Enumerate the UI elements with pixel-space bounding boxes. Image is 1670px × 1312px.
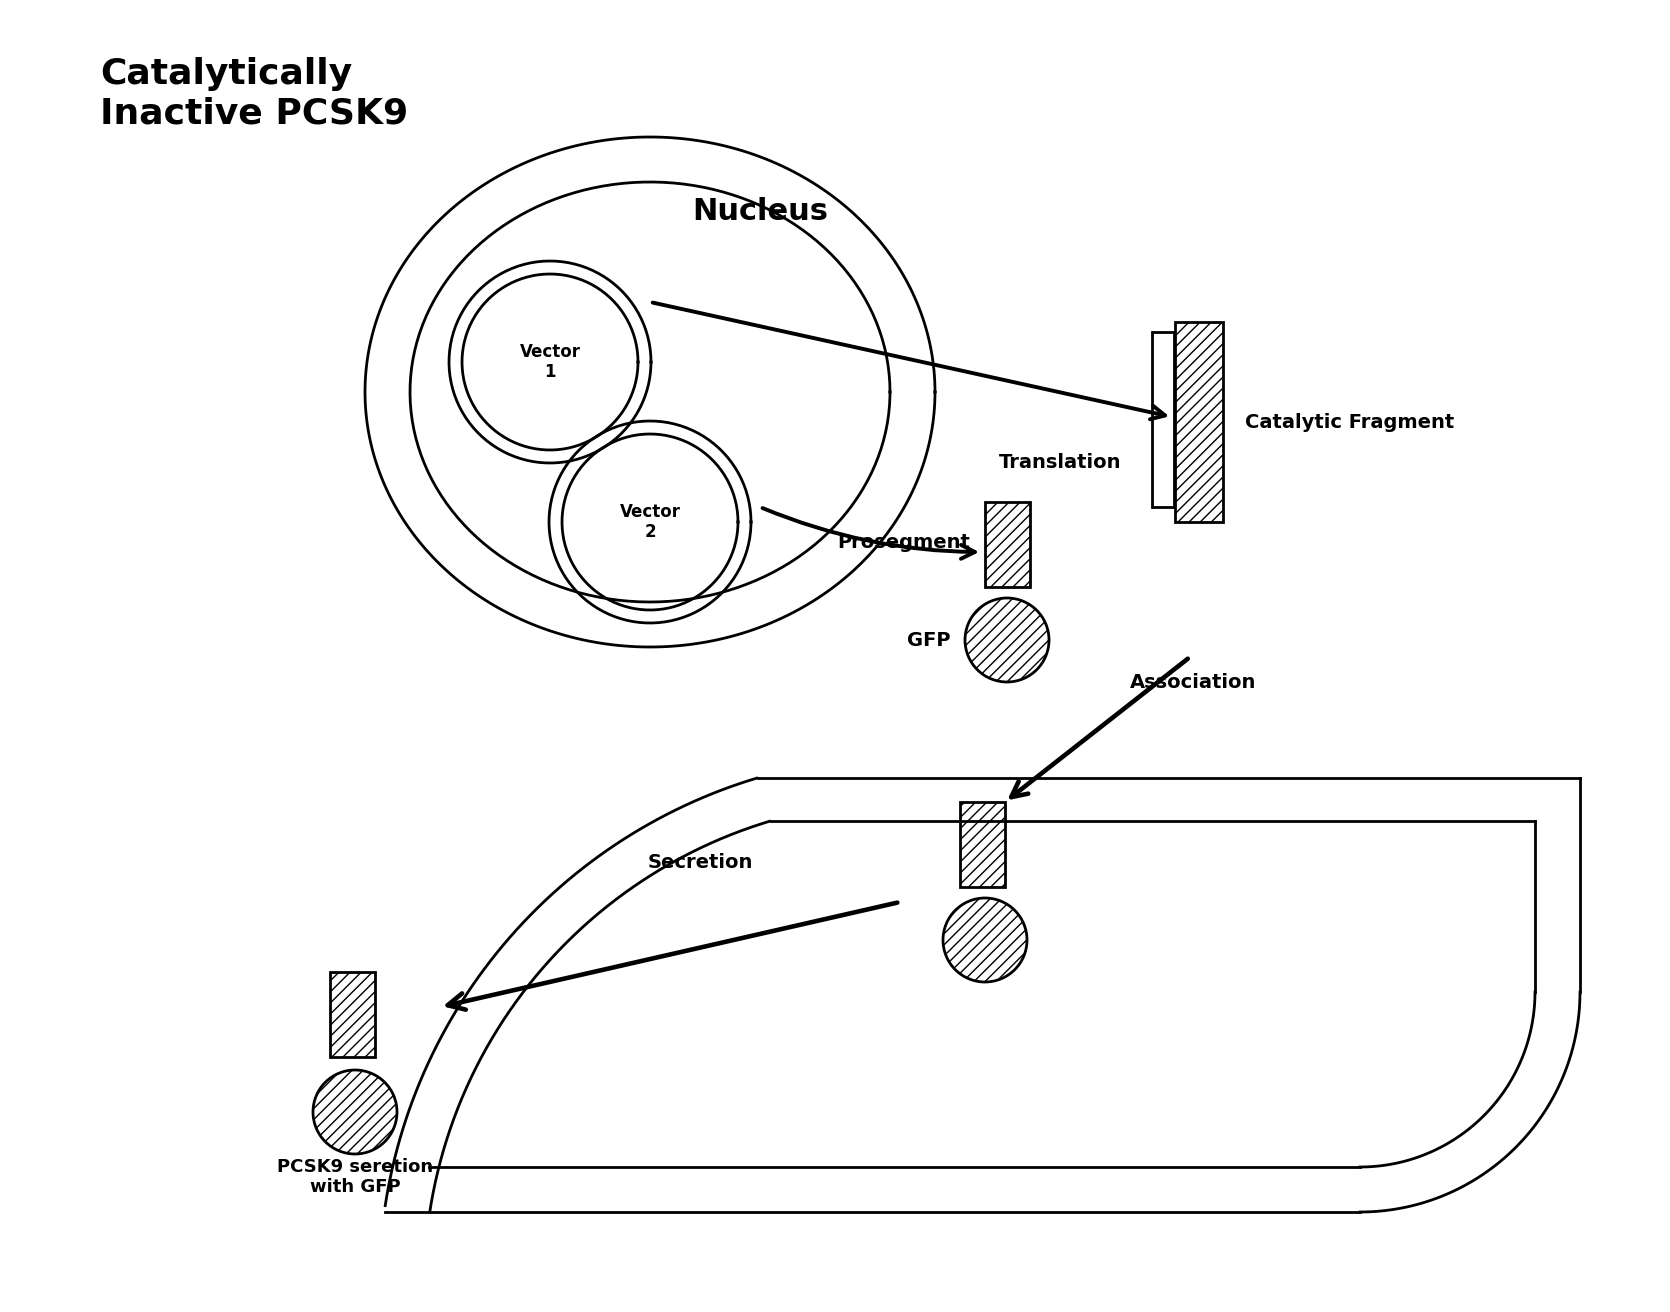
Bar xyxy=(331,972,376,1057)
Text: Vector
1: Vector 1 xyxy=(519,342,581,382)
Text: Catalytically
Inactive PCSK9: Catalytically Inactive PCSK9 xyxy=(100,56,407,130)
Circle shape xyxy=(944,897,1027,981)
Bar xyxy=(960,802,1005,887)
Text: Vector
2: Vector 2 xyxy=(620,502,680,542)
Text: PCSK9 seretion
with GFP: PCSK9 seretion with GFP xyxy=(277,1157,433,1197)
Circle shape xyxy=(312,1071,397,1155)
Text: Translation: Translation xyxy=(999,453,1121,471)
Circle shape xyxy=(965,598,1049,682)
Text: Catalytic Fragment: Catalytic Fragment xyxy=(1246,412,1455,432)
Bar xyxy=(1176,321,1222,522)
Text: GFP: GFP xyxy=(907,631,950,649)
Bar xyxy=(1152,332,1174,506)
Bar xyxy=(985,502,1030,586)
Text: Prosegment: Prosegment xyxy=(837,533,970,551)
Text: Nucleus: Nucleus xyxy=(691,198,828,227)
Text: Association: Association xyxy=(1131,673,1256,691)
Text: Secretion: Secretion xyxy=(648,853,753,871)
